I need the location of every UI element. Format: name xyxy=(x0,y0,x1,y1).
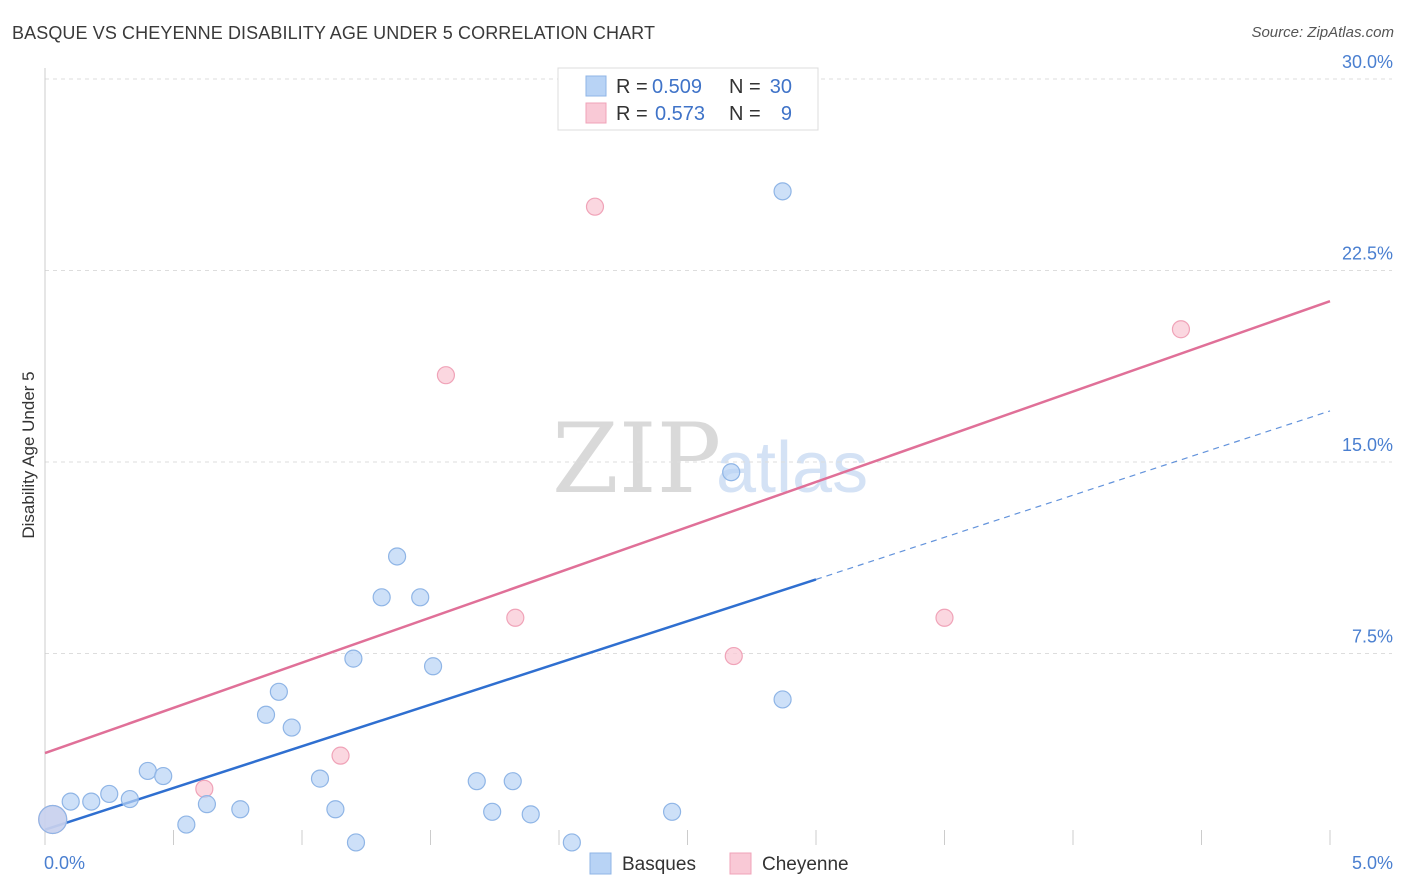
y-tick-label: 22.5% xyxy=(1342,244,1393,264)
basques-point xyxy=(231,800,250,819)
bottom-legend-label-cheyenne: Cheyenne xyxy=(762,854,849,875)
basques-point xyxy=(310,769,330,788)
cheyenne-point xyxy=(585,197,605,216)
watermark: ZIP atlas xyxy=(552,403,868,515)
source-credit: Source: ZipAtlas.com xyxy=(1251,24,1394,41)
tick-labels: 7.5% 15.0% 22.5% 30.0% 0.0% 5.0% xyxy=(44,52,1393,873)
cheyenne-point xyxy=(195,779,214,798)
watermark-zip: ZIP xyxy=(552,403,721,515)
legend-swatch-cheyenne xyxy=(585,102,607,124)
basques-point xyxy=(82,792,101,811)
basques-point xyxy=(38,804,68,835)
y-tick-label: 30.0% xyxy=(1342,52,1393,72)
axes xyxy=(44,68,1331,845)
basques-point xyxy=(662,802,682,821)
basques-point xyxy=(773,690,792,709)
cheyenne-point xyxy=(436,366,456,385)
legend-r-label-cheyenne: R = xyxy=(616,103,648,125)
basques-point xyxy=(483,802,502,821)
grid-lines xyxy=(45,78,1392,654)
series-legend: Basques Cheyenne xyxy=(589,852,849,875)
legend-r-value-basques: 0.509 xyxy=(652,76,702,98)
basques-point xyxy=(722,463,741,482)
y-tick-label: 7.5% xyxy=(1352,627,1393,647)
basques-point xyxy=(372,588,391,607)
bottom-legend-label-basques: Basques xyxy=(622,854,696,875)
legend-n-label-basques: N = xyxy=(729,76,761,98)
y-axis-label: Disability Age Under 5 xyxy=(19,371,38,538)
basques-point xyxy=(120,789,139,809)
legend-swatch-basques xyxy=(585,75,607,97)
x-tick-label-max: 5.0% xyxy=(1352,853,1393,873)
stats-legend: R = 0.509 N = 30 R = 0.573 N = 9 xyxy=(557,67,819,131)
basques-point xyxy=(269,682,288,701)
basques-point xyxy=(344,649,363,668)
basques-point xyxy=(773,182,792,201)
chart-title: BASQUE VS CHEYENNE DISABILITY AGE UNDER … xyxy=(12,23,656,43)
legend-n-value-cheyenne: 9 xyxy=(781,103,792,125)
data-points xyxy=(38,182,1191,852)
cheyenne-point xyxy=(331,746,350,765)
basques-trend-extension xyxy=(815,410,1331,581)
basques-point xyxy=(197,795,217,814)
basques-point xyxy=(387,547,407,566)
basques-point xyxy=(138,761,157,781)
watermark-atlas: atlas xyxy=(716,428,868,508)
basques-point xyxy=(282,718,301,737)
cheyenne-point xyxy=(506,608,525,627)
basques-point xyxy=(411,588,430,607)
cheyenne-trend-line xyxy=(44,299,1331,755)
basques-point xyxy=(562,833,581,852)
basques-point xyxy=(326,800,345,819)
bottom-legend-swatch-basques xyxy=(589,852,612,875)
x-tick-label-min: 0.0% xyxy=(44,853,85,873)
cheyenne-point xyxy=(1171,320,1191,339)
legend-n-value-basques: 30 xyxy=(770,76,792,98)
bottom-legend-swatch-cheyenne xyxy=(729,852,752,875)
basques-point xyxy=(177,815,196,834)
cheyenne-point xyxy=(935,608,954,627)
legend-r-label-basques: R = xyxy=(616,76,648,98)
basques-point xyxy=(521,805,540,824)
trend-lines xyxy=(44,299,1331,831)
basques-point xyxy=(61,792,80,811)
basques-point xyxy=(346,833,366,852)
basques-point xyxy=(423,657,443,676)
basques-point xyxy=(467,772,486,791)
legend-n-label-cheyenne: N = xyxy=(729,103,761,125)
basques-point xyxy=(100,784,119,804)
legend-r-value-cheyenne: 0.573 xyxy=(655,103,705,125)
y-tick-label: 15.0% xyxy=(1342,435,1393,455)
basques-point xyxy=(154,766,173,786)
cheyenne-point xyxy=(724,646,743,666)
basques-point xyxy=(503,772,522,791)
basques-trend-line xyxy=(44,578,817,831)
basques-point xyxy=(256,705,276,724)
